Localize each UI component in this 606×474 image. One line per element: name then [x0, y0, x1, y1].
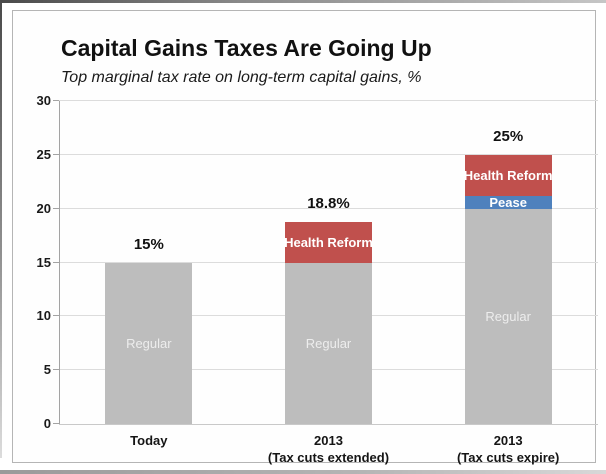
bar-segment: Regular [464, 208, 552, 424]
x-axis-line [59, 424, 598, 425]
bar-segment: Pease [464, 194, 552, 210]
bar-segment: Regular [105, 262, 193, 424]
y-axis-line [59, 101, 60, 424]
y-tick-label: 30 [36, 93, 51, 108]
x-label-line2: (Tax cuts expire) [456, 450, 560, 465]
chart-panel: Capital Gains Taxes Are Going Up Top mar… [12, 10, 598, 465]
plot-area: 0 5 10 15 20 25 30 Regular 15% Regular Health Ref… [37, 93, 598, 465]
x-axis-category-label: 2013 (Tax cuts expire) [418, 432, 598, 466]
y-tick-label: 20 [36, 200, 51, 216]
total-label: 15% [133, 235, 164, 253]
y-axis-tickmark [53, 369, 59, 371]
gridline [59, 100, 598, 101]
gridline [59, 153, 598, 155]
y-axis-tickmark [53, 153, 59, 155]
bar-segment: Regular [285, 262, 372, 424]
gridline [59, 207, 598, 209]
y-tick-label: 15 [36, 254, 51, 270]
segment-label: Health Reform [463, 167, 553, 183]
y-axis-tickmark [53, 423, 59, 424]
image-bottom-edge [0, 470, 606, 474]
segment-label: Health Reform [284, 234, 373, 250]
bar: Regular Pease Health Reform [463, 101, 553, 424]
x-axis-category-label: Today [59, 432, 239, 449]
y-tick-label: 25 [36, 146, 51, 162]
segment-label: Pease [489, 194, 527, 210]
image-left-edge [0, 0, 2, 458]
y-tick-label: 5 [43, 362, 51, 378]
image-top-edge [0, 0, 606, 3]
y-axis-tickmark [53, 100, 59, 101]
x-axis-category-label: 2013 (Tax cuts extended) [239, 432, 419, 466]
y-axis-tickmark [53, 261, 59, 263]
y-axis-tickmark [53, 315, 59, 317]
x-label-line1: Today [130, 433, 168, 448]
bar: Regular [105, 101, 193, 424]
x-label-line2: (Tax cuts extended) [267, 450, 390, 465]
segment-label: Regular [126, 335, 172, 351]
segment-label: Regular [485, 308, 531, 324]
bar-segment: Health Reform [284, 221, 373, 263]
bar-segment: Health Reform [463, 154, 553, 196]
chart-title: Capital Gains Taxes Are Going Up [61, 35, 432, 61]
y-axis-tickmark [53, 207, 59, 209]
segment-label: Regular [305, 335, 352, 351]
x-label-line1: 2013 [314, 433, 343, 448]
bar: Regular Health Reform [284, 101, 373, 424]
total-label: 18.8% [307, 194, 350, 212]
y-tick-label: 0 [43, 416, 51, 431]
total-label: 25% [493, 127, 524, 145]
y-tick-label: 10 [36, 308, 51, 324]
x-label-line1: 2013 [493, 433, 523, 448]
chart-subtitle: Top marginal tax rate on long-term capit… [61, 69, 422, 86]
